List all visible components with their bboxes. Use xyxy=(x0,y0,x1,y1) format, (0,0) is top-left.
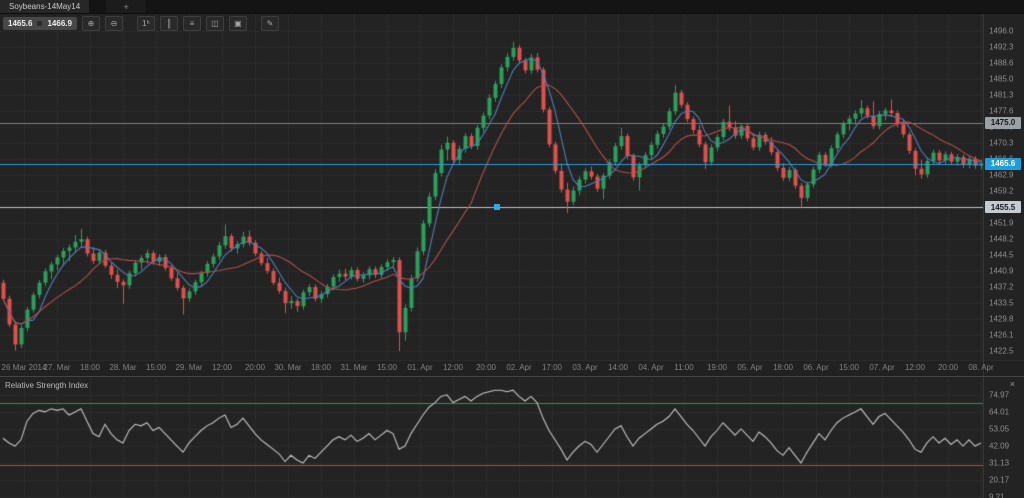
time-tick-label: 28. Mar xyxy=(109,363,137,372)
time-tick-label: 30. Mar xyxy=(274,363,302,372)
link-charts-icon: ◫ xyxy=(211,19,219,28)
zoom-in-button[interactable]: ⊕ xyxy=(81,16,100,31)
zoom-out-button[interactable]: ⊖ xyxy=(104,16,123,31)
price-tick-label: 1492.3 xyxy=(989,42,1014,52)
current-price-badge: 1465.6 xyxy=(985,157,1021,170)
time-tick-label: 08. Apr xyxy=(968,363,994,372)
panel-splitter[interactable] xyxy=(0,376,1024,377)
price-level-badge: 1455.5 xyxy=(985,201,1021,214)
price-tick-label: 1437.2 xyxy=(989,282,1014,292)
rsi-tick-label: 9.21 xyxy=(989,492,1005,498)
time-tick-label: 12:00 xyxy=(211,363,233,372)
time-tick-label: 19:00 xyxy=(706,363,728,372)
price-tick-label: 1426.1 xyxy=(989,330,1014,340)
templates-icon: ▣ xyxy=(234,19,242,28)
axis-divider xyxy=(983,13,984,498)
time-tick-label: 12:00 xyxy=(904,363,926,372)
time-tick-label: 11:00 xyxy=(674,363,694,372)
price-tick-label: 1462.9 xyxy=(989,170,1014,180)
price-tick-label: 1444.5 xyxy=(989,250,1014,260)
ask-button[interactable]: 1466.9 xyxy=(47,19,72,28)
price-tick-label: 1496.0 xyxy=(989,26,1014,36)
time-tick-label: 20:00 xyxy=(937,363,959,372)
spread-lock-icon xyxy=(37,21,43,26)
rsi-tick-label: 31.13 xyxy=(989,458,1010,468)
time-tick-label: 26 Mar 2014 xyxy=(1,363,47,372)
time-tick-label: 15:00 xyxy=(838,363,860,372)
timeframe-icon: 1ʰ xyxy=(142,19,150,28)
rsi-tick-label: 74.97 xyxy=(989,390,1010,400)
quote-widget: 1465.6 1466.9 xyxy=(3,17,77,30)
time-axis[interactable] xyxy=(0,360,1024,378)
price-tick-label: 1451.9 xyxy=(989,218,1014,228)
tab-bar: Soybeans-14May14 + xyxy=(0,0,1024,14)
time-tick-label: 29. Mar xyxy=(175,363,203,372)
price-level-badge: 1475.0 xyxy=(985,116,1021,129)
indicators-icon: ≡ xyxy=(189,19,195,28)
time-tick-label: 18:00 xyxy=(310,363,332,372)
time-tick-label: 04. Apr xyxy=(638,363,664,372)
rsi-tick-label: 42.09 xyxy=(989,441,1010,451)
time-tick-label: 20:00 xyxy=(475,363,497,372)
time-tick-label: 27. Mar xyxy=(43,363,71,372)
price-tick-label: 1429.8 xyxy=(989,314,1014,324)
price-chart-canvas[interactable] xyxy=(0,13,983,360)
draw-tools-button[interactable]: ✎ xyxy=(260,16,279,31)
zoom-in-icon: ⊕ xyxy=(87,19,95,28)
time-tick-label: 02. Apr xyxy=(506,363,532,372)
time-tick-label: 15:00 xyxy=(145,363,167,372)
chart-type-button[interactable]: ║ xyxy=(159,16,178,31)
plus-icon: + xyxy=(123,1,129,12)
rsi-tick-label: 64.01 xyxy=(989,407,1010,417)
time-tick-label: 31. Mar xyxy=(340,363,368,372)
toolbar-buttons: ⊕ ⊖ 1ʰ ║ ≡ ◫ ▣ ✎ xyxy=(81,16,279,31)
link-charts-button[interactable]: ◫ xyxy=(205,16,224,31)
tab-soybeans-14may14[interactable]: Soybeans-14May14 xyxy=(0,0,91,13)
time-tick-label: 20:00 xyxy=(244,363,266,372)
price-tick-label: 1422.5 xyxy=(989,346,1014,356)
timeframe-button[interactable]: 1ʰ xyxy=(136,16,155,31)
time-tick-label: 14:00 xyxy=(607,363,629,372)
price-tick-label: 1459.2 xyxy=(989,186,1014,196)
time-tick-label: 17:00 xyxy=(541,363,563,372)
time-tick-label: 07. Apr xyxy=(869,363,895,372)
chart-toolbar: 1465.6 1466.9 ⊕ ⊖ 1ʰ ║ ≡ ◫ ▣ ✎ xyxy=(3,16,279,31)
time-tick-label: 12:00 xyxy=(442,363,464,372)
rsi-close-icon[interactable]: × xyxy=(1009,379,1015,389)
price-tick-label: 1470.3 xyxy=(989,138,1014,148)
new-tab-button[interactable]: + xyxy=(105,0,148,13)
price-tick-label: 1448.2 xyxy=(989,234,1014,244)
templates-button[interactable]: ▣ xyxy=(228,16,247,31)
rsi-tick-label: 53.05 xyxy=(989,424,1010,434)
time-tick-label: 03. Apr xyxy=(572,363,598,372)
time-tick-label: 06. Apr xyxy=(803,363,829,372)
chart-type-icon: ║ xyxy=(166,19,172,28)
price-tick-label: 1485.0 xyxy=(989,74,1014,84)
rsi-indicator-label: Relative Strength Index xyxy=(5,381,89,390)
price-tick-label: 1481.3 xyxy=(989,90,1014,100)
tab-label: Soybeans-14May14 xyxy=(9,2,81,11)
rsi-chart-canvas[interactable] xyxy=(0,377,983,498)
zoom-out-icon: ⊖ xyxy=(110,19,118,28)
time-tick-label: 18:00 xyxy=(79,363,101,372)
price-tick-label: 1433.5 xyxy=(989,298,1014,308)
indicators-button[interactable]: ≡ xyxy=(182,16,201,31)
price-tick-label: 1477.6 xyxy=(989,106,1014,116)
time-tick-label: 01. Apr xyxy=(407,363,433,372)
price-tick-label: 1488.6 xyxy=(989,58,1014,68)
time-tick-label: 15:00 xyxy=(376,363,398,372)
price-tick-label: 1440.9 xyxy=(989,266,1014,276)
rsi-tick-label: 20.17 xyxy=(989,475,1010,485)
draw-tools-icon: ✎ xyxy=(266,19,274,28)
bid-button[interactable]: 1465.6 xyxy=(8,19,33,28)
time-tick-label: 18:00 xyxy=(772,363,794,372)
time-tick-label: 05. Apr xyxy=(737,363,763,372)
horizontal-line-handle[interactable] xyxy=(494,204,500,211)
